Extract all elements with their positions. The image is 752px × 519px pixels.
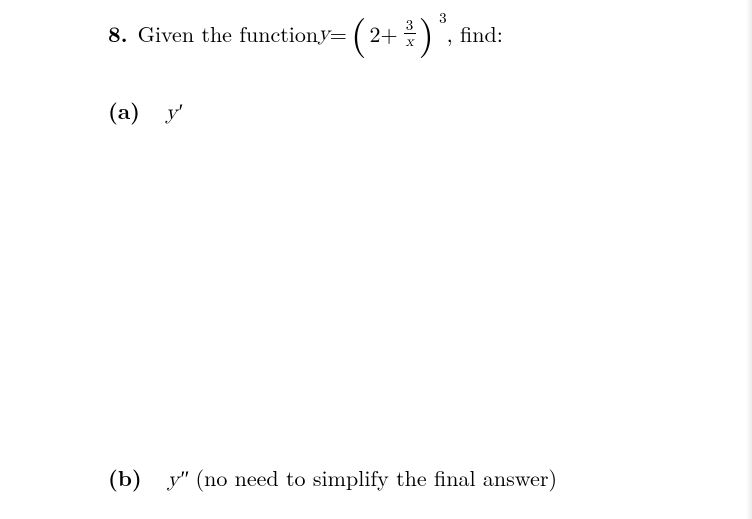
variable-y: y bbox=[318, 21, 330, 47]
page-shadow bbox=[746, 0, 752, 519]
part-a-var: y bbox=[166, 102, 178, 124]
trail-text: , find: bbox=[447, 21, 503, 47]
left-paren: ( bbox=[351, 16, 367, 48]
part-b-note: (no need to simplify the final answer) bbox=[196, 462, 557, 493]
right-paren: ) bbox=[419, 16, 435, 48]
equals-sign: = bbox=[330, 21, 347, 47]
problem-number: 8. bbox=[108, 21, 128, 47]
inner-expression: 2 + 3 x bbox=[366, 18, 418, 51]
part-b-label: (b) bbox=[108, 462, 142, 493]
fraction: 3 x bbox=[404, 17, 416, 50]
part-b-var: y bbox=[167, 469, 179, 491]
part-b-prime: ″ bbox=[179, 462, 188, 493]
parenthesized-expression: ( 2 + 3 x ) bbox=[351, 18, 434, 51]
part-a-prime: ′ bbox=[177, 95, 182, 126]
plus-sign: + bbox=[380, 21, 397, 47]
part-a-label: (a) bbox=[108, 95, 140, 126]
problem-line: 8. Given the function y = ( 2 + 3 x ) 3 … bbox=[108, 18, 702, 51]
part-a: (a) y′ bbox=[108, 95, 182, 126]
exponent: 3 bbox=[439, 9, 447, 27]
part-b: (b) y″ (no need to simplify the final an… bbox=[108, 462, 557, 493]
fraction-denominator: x bbox=[404, 33, 416, 50]
lead-text: Given the function bbox=[138, 21, 318, 47]
constant-2: 2 bbox=[369, 21, 380, 47]
fraction-numerator: 3 bbox=[404, 17, 416, 33]
problem-statement: 8. Given the function y = ( 2 + 3 x ) 3 … bbox=[108, 18, 702, 51]
